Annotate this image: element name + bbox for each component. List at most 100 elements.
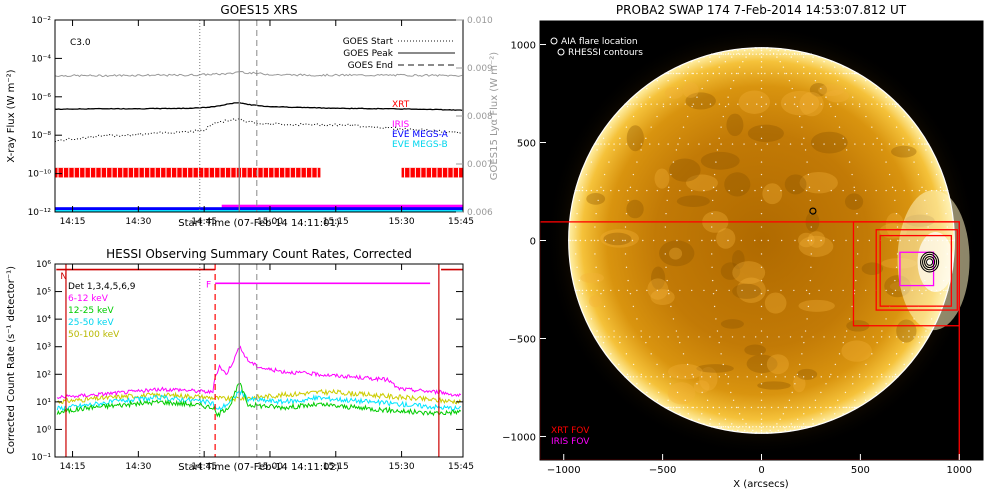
grid-dot (720, 52, 722, 55)
grid-dot (863, 87, 866, 90)
grid-dot (776, 56, 778, 58)
solar-texture (885, 212, 904, 238)
grid-dot (626, 105, 629, 108)
grid-dot (636, 103, 638, 105)
grid-dot (891, 376, 894, 378)
grid-dot (784, 376, 786, 378)
grid-dot (715, 189, 718, 192)
grid-dot (838, 353, 841, 355)
grid-dot (698, 61, 700, 63)
grid-dot (629, 376, 632, 378)
grid-dot (679, 289, 681, 292)
grid-dot (716, 53, 719, 55)
fov-box (540, 221, 960, 460)
grid-dot (865, 115, 867, 118)
grid-dot (710, 239, 713, 242)
hessi-ticks: 14:15 14:30 14:45 15:00 15:15 15:30 15:45 10⁻¹ 1… (31, 260, 474, 472)
grid-dot (777, 429, 779, 432)
grid-dot (863, 391, 866, 394)
grid-dot (738, 413, 741, 415)
grid-dot (724, 72, 727, 75)
grid-dot (791, 87, 793, 90)
grid-dot (825, 72, 827, 75)
grid-dot (876, 103, 878, 105)
grid-dot (760, 279, 763, 282)
grid-dot (632, 115, 635, 118)
grid-dot (888, 143, 891, 145)
grid-dot (618, 115, 620, 118)
grid-dot (706, 72, 709, 75)
grid-dot (731, 56, 733, 58)
solar-texture (762, 183, 783, 205)
solar-texture (780, 90, 820, 116)
grid-dot (825, 383, 827, 385)
solar-texture (744, 344, 766, 356)
grid-dot (852, 96, 854, 98)
grid-dot (735, 406, 738, 409)
grid-dot (696, 72, 698, 75)
grid-dot (777, 406, 779, 409)
grid-dot (760, 226, 763, 228)
grid-dot (802, 56, 805, 58)
hessi-event-lines (56, 264, 463, 457)
goes-lya-line (55, 70, 463, 78)
hessi-ytick-label: 10⁻¹ (31, 453, 51, 463)
grid-dot (649, 143, 651, 145)
grid-dot (854, 336, 856, 338)
grid-dot (872, 143, 874, 145)
hessi-series-12-25-kev (56, 382, 462, 419)
grid-dot (823, 143, 825, 145)
grid-dot (645, 137, 647, 140)
grid-dot (852, 103, 854, 105)
grid-dot (716, 426, 719, 428)
grid-dot (632, 173, 635, 176)
grid-dot (668, 292, 670, 295)
grid-dot (782, 426, 785, 428)
grid-dot (918, 189, 921, 192)
grid-dot (834, 406, 837, 409)
secondary-contour (809, 207, 817, 215)
grid-dot (876, 341, 878, 344)
grid-dot (766, 143, 769, 145)
grid-dot (760, 406, 763, 409)
grid-dot (760, 105, 763, 108)
grid-dot (945, 212, 947, 215)
grid-dot (856, 266, 858, 269)
grid-dot (807, 305, 810, 308)
label-xrt: XRT (392, 100, 410, 110)
grid-dot (930, 161, 933, 163)
grid-dot (698, 418, 700, 420)
grid-dot (718, 137, 720, 140)
swap-panel: PROBA2 SWAP 174 7-Feb-2014 14:53:07.812 … (502, 3, 984, 490)
grid-dot (769, 429, 771, 432)
hessi-ytick-label: 10⁵ (36, 288, 51, 298)
grid-dot (613, 143, 615, 145)
solar-texture (669, 247, 683, 260)
grid-dot (670, 406, 672, 409)
grid-dot (701, 239, 703, 242)
grid-dot (713, 173, 716, 176)
grid-dot (844, 143, 846, 145)
grid-dot (939, 186, 942, 189)
hessi-series-50-100-kev (56, 388, 462, 405)
grid-dot (837, 103, 839, 105)
grid-dot (715, 161, 717, 163)
grid-dot (911, 289, 913, 292)
grid-dot (676, 87, 679, 90)
goes-ytick-label: 10⁻¹⁰ (28, 170, 52, 180)
grid-dot (939, 289, 942, 292)
grid-dot (806, 318, 808, 320)
solar-texture (682, 82, 699, 98)
solar-texture (600, 229, 640, 248)
grid-dot (760, 87, 763, 90)
grid-dot (903, 115, 905, 118)
grid-dot (631, 239, 634, 242)
swap-legend: AIA flare location RHESSI contours (550, 37, 643, 58)
grid-dot (742, 53, 744, 55)
grid-dot (804, 426, 807, 428)
grid-dot (569, 239, 572, 242)
grid-dot (595, 212, 597, 215)
grid-dot (669, 376, 671, 378)
grid-dot (669, 103, 671, 105)
legend-rhessi-marker (557, 48, 565, 56)
